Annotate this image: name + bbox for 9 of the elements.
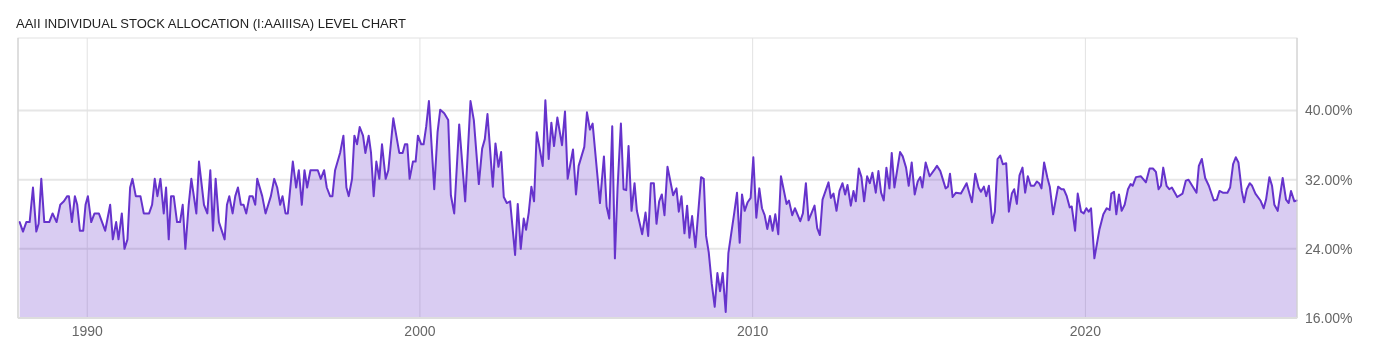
y-tick-label: 40.00% — [1305, 102, 1353, 119]
x-tick-label: 2000 — [404, 323, 436, 339]
y-tick-label: 16.00% — [1305, 309, 1353, 326]
y-tick-label: 32.00% — [1305, 171, 1353, 188]
x-tick-label: 2020 — [1069, 323, 1102, 339]
chart-title: AAII INDIVIDUAL STOCK ALLOCATION (I:AAIIISA) LEVEL CHART — [16, 16, 406, 31]
x-tick-label: 1990 — [71, 323, 103, 339]
x-tick-label: 2010 — [737, 323, 769, 339]
y-tick-label: 24.00% — [1305, 240, 1353, 257]
